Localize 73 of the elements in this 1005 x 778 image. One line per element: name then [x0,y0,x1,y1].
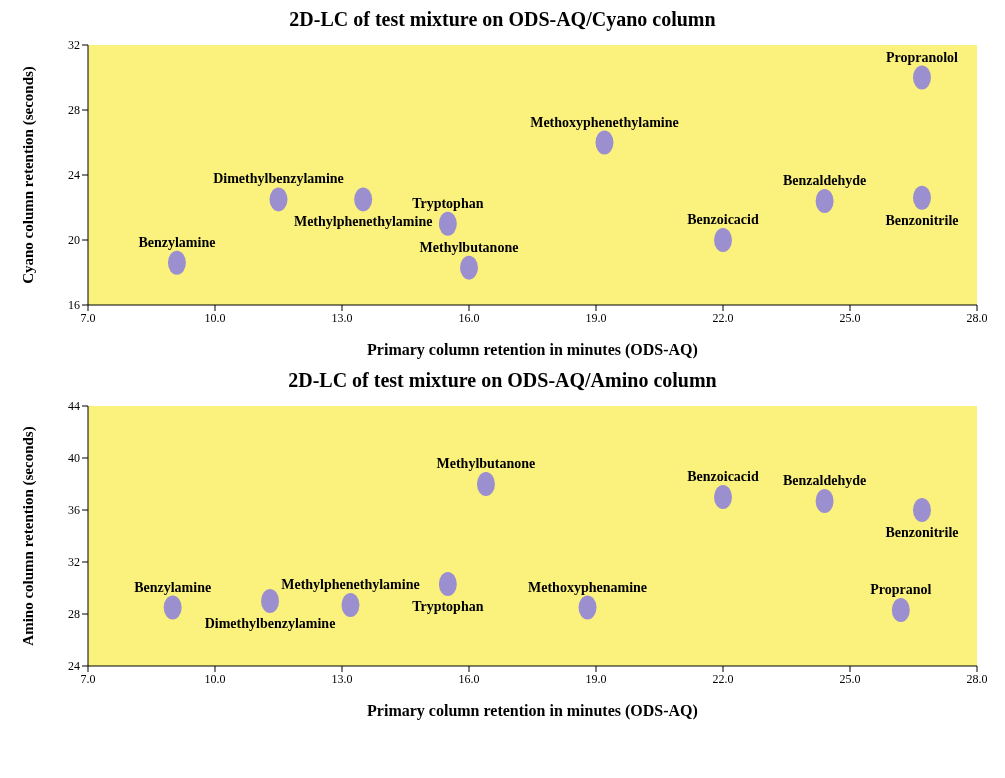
y-tick-label: 16 [68,298,80,313]
point [163,595,182,620]
annotation: Tryptophan [412,599,484,615]
annotation: Methylbutanone [419,239,519,255]
annotation: Dimethylbenzylamine [213,171,344,187]
y-tick-label: 44 [68,399,80,414]
x-tick-label: 13.0 [331,671,353,686]
y-tick-label: 36 [68,503,80,518]
annotation: Benzonitrile [885,525,959,540]
x-tick-label: 10.0 [204,671,226,686]
point [354,187,373,212]
x-tick-label: 7.0 [80,671,96,686]
x-tick-label: 16.0 [458,310,480,325]
x-axis-title: Primary column retention in minutes (ODS-AQ) [367,341,698,359]
x-tick-label: 7.0 [80,310,96,325]
point [714,485,732,509]
x-tick-label: 10.0 [204,310,226,325]
x-tick-label: 19.0 [585,310,607,325]
point [912,185,931,210]
y-tick-label: 28 [68,103,80,118]
annotation: Benzaldehyde [782,173,867,188]
annotation: Dimethylbenzylamine [204,616,336,631]
x-tick-label: 22.0 [712,310,734,325]
annotation: Benzylamine [138,234,216,250]
x-axis-title: Primary column retention in minutes (ODS-AQ) [367,702,698,720]
point [912,498,931,522]
y-tick-label: 24 [68,168,80,183]
y-tick-label: 28 [68,607,80,622]
annotation: Benzonitrile [885,212,959,228]
annotation: Benzaldehyde [782,472,867,488]
x-tick-label: 22.0 [712,671,734,686]
annotation: Benzoicacid [687,212,759,227]
annotation: Benzylamine [134,579,212,595]
annotation: Tryptophan [412,195,484,211]
y-tick-label: 20 [68,233,80,248]
y-tick-label: 24 [68,659,80,674]
point [578,595,597,620]
x-tick-label: 25.0 [839,671,861,686]
point [167,250,186,275]
x-tick-label: 13.0 [331,310,353,325]
point [912,65,931,90]
annotation: Methylbutanone [436,456,536,471]
annotation: Methoxyphenamine [528,579,648,595]
point [815,488,834,513]
annotation: Methoxyphenethylamine [530,114,679,130]
annotation: Benzoicacid [687,469,759,484]
chart-title: 2D-LC of test mixture on ODS-AQ/Amino column [287,369,718,392]
x-tick-label: 25.0 [839,310,861,325]
annotation: Methylphenethylamine [293,214,433,230]
y-tick-label: 32 [68,38,80,53]
y-tick-label: 32 [68,555,80,570]
point [438,572,457,597]
point [476,472,495,496]
point [341,592,360,617]
annotation: Propranol [870,582,932,598]
y-tick-label: 40 [68,451,80,466]
chart-title: 2D-LC of test mixture on ODS-AQ/Cyano column [288,8,717,31]
x-tick-label: 28.0 [966,671,988,686]
point [460,255,478,280]
point [815,189,834,213]
x-tick-label: 28.0 [966,310,988,325]
point [438,211,457,236]
x-tick-label: 19.0 [585,671,607,686]
annotation: Propranolol [885,49,959,65]
annotation: Methylphenethylamine [281,576,420,592]
point [891,598,910,623]
y-axis-title: Cyano column retention (seconds) [20,66,38,284]
point [269,187,288,212]
x-tick-label: 16.0 [458,671,480,686]
y-axis-title: Amino column retention (seconds) [20,426,38,646]
point [261,589,280,613]
point [595,130,614,155]
point [714,228,732,252]
